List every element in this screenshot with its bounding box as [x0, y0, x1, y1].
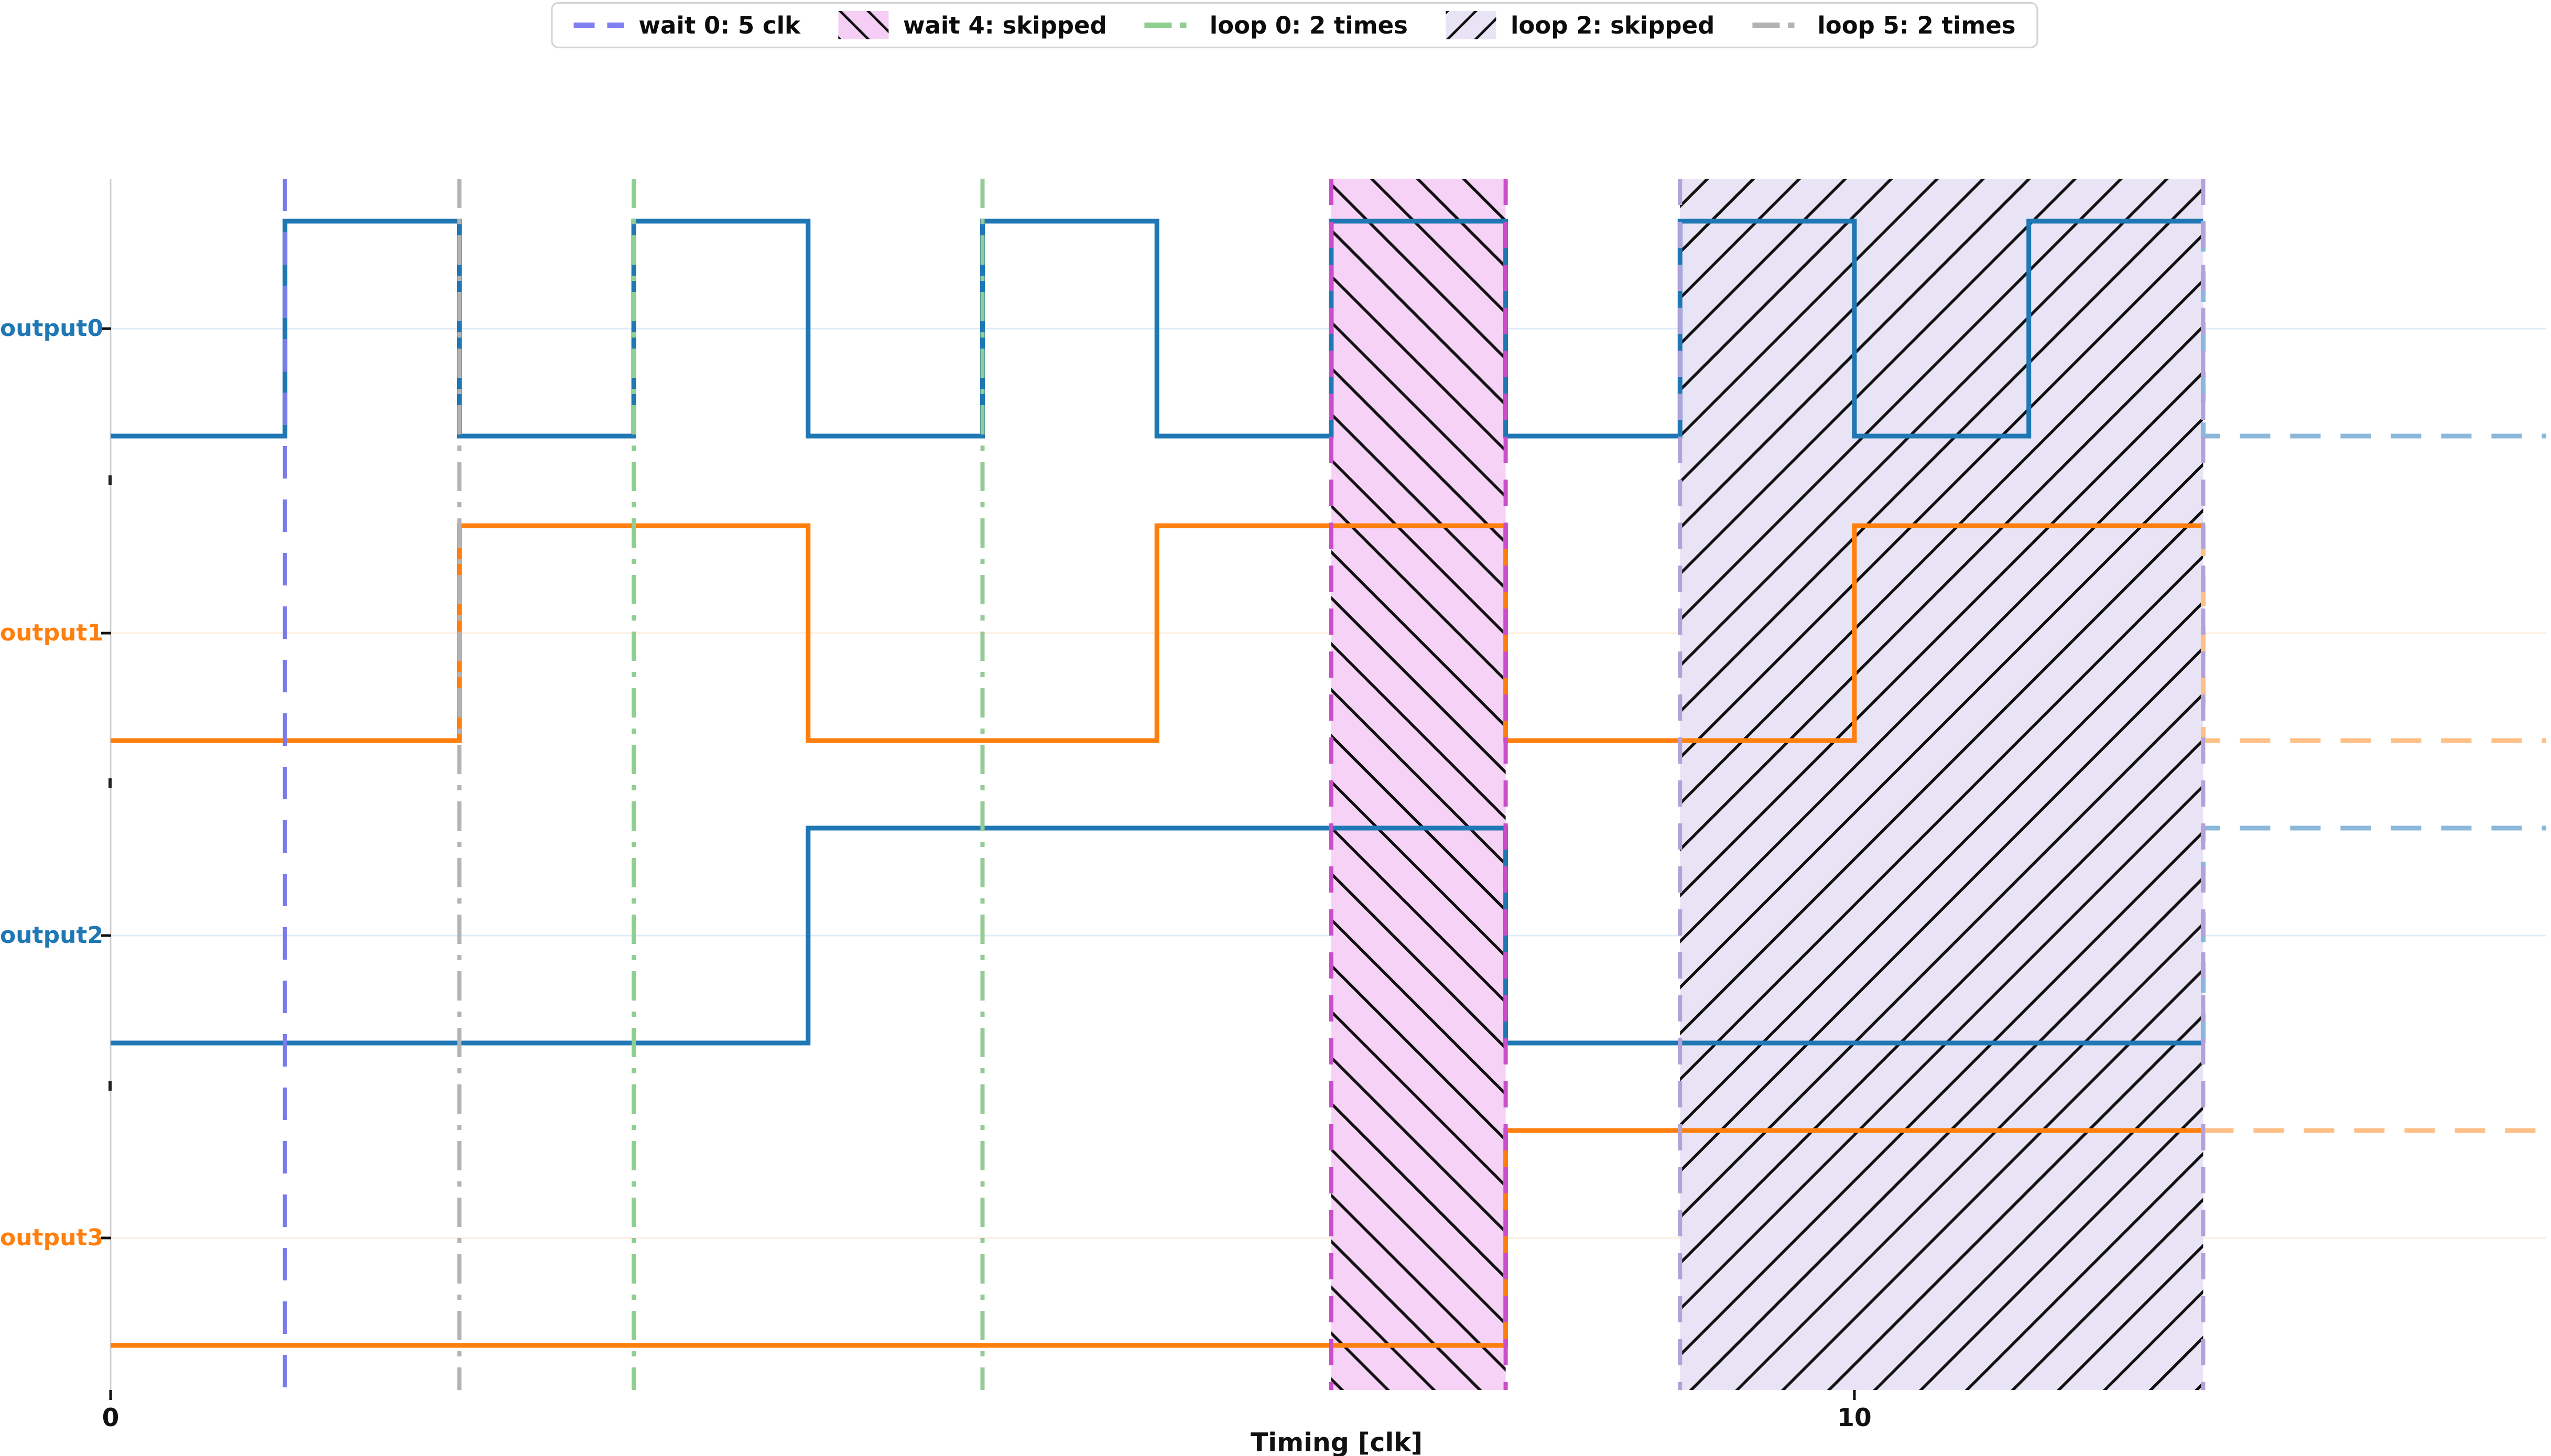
legend-item: wait 0: 5 clk [573, 12, 800, 39]
legend-line-swatch-icon [1144, 23, 1195, 28]
legend-item-label: loop 2: skipped [1510, 11, 1715, 39]
legend-line-swatch-icon [1752, 23, 1803, 28]
y-axis-label-output0: output0 [0, 315, 104, 342]
x-tick-label-10: 10 [1837, 1404, 1872, 1432]
y-axis-label-output3: output3 [0, 1224, 104, 1251]
legend-patch-swatch-icon [838, 11, 888, 39]
legend-item: loop 2: skipped [1445, 11, 1715, 39]
legend-item-label: wait 0: 5 clk [638, 11, 800, 39]
legend: wait 0: 5 clk wait 4: skipped loop 0: 2 ti… [551, 2, 2038, 48]
legend-item-label: loop 0: 2 times [1209, 11, 1408, 39]
legend-item: loop 5: 2 times [1752, 11, 2016, 39]
y-axis-label-output1: output1 [0, 620, 104, 646]
x-axis-title: Timing [clk] [1250, 1428, 1423, 1456]
legend-item-label: wait 4: skipped [903, 11, 1107, 39]
legend-item: loop 0: 2 times [1144, 11, 1408, 39]
legend-item-label: loop 5: 2 times [1817, 11, 2016, 39]
x-tick-label-0: 0 [102, 1404, 120, 1432]
legend-patch-swatch-icon [1445, 11, 1496, 39]
legend-line-swatch-icon [573, 23, 624, 28]
y-axis-label-output2: output2 [0, 922, 104, 949]
legend-item: wait 4: skipped [838, 11, 1107, 39]
